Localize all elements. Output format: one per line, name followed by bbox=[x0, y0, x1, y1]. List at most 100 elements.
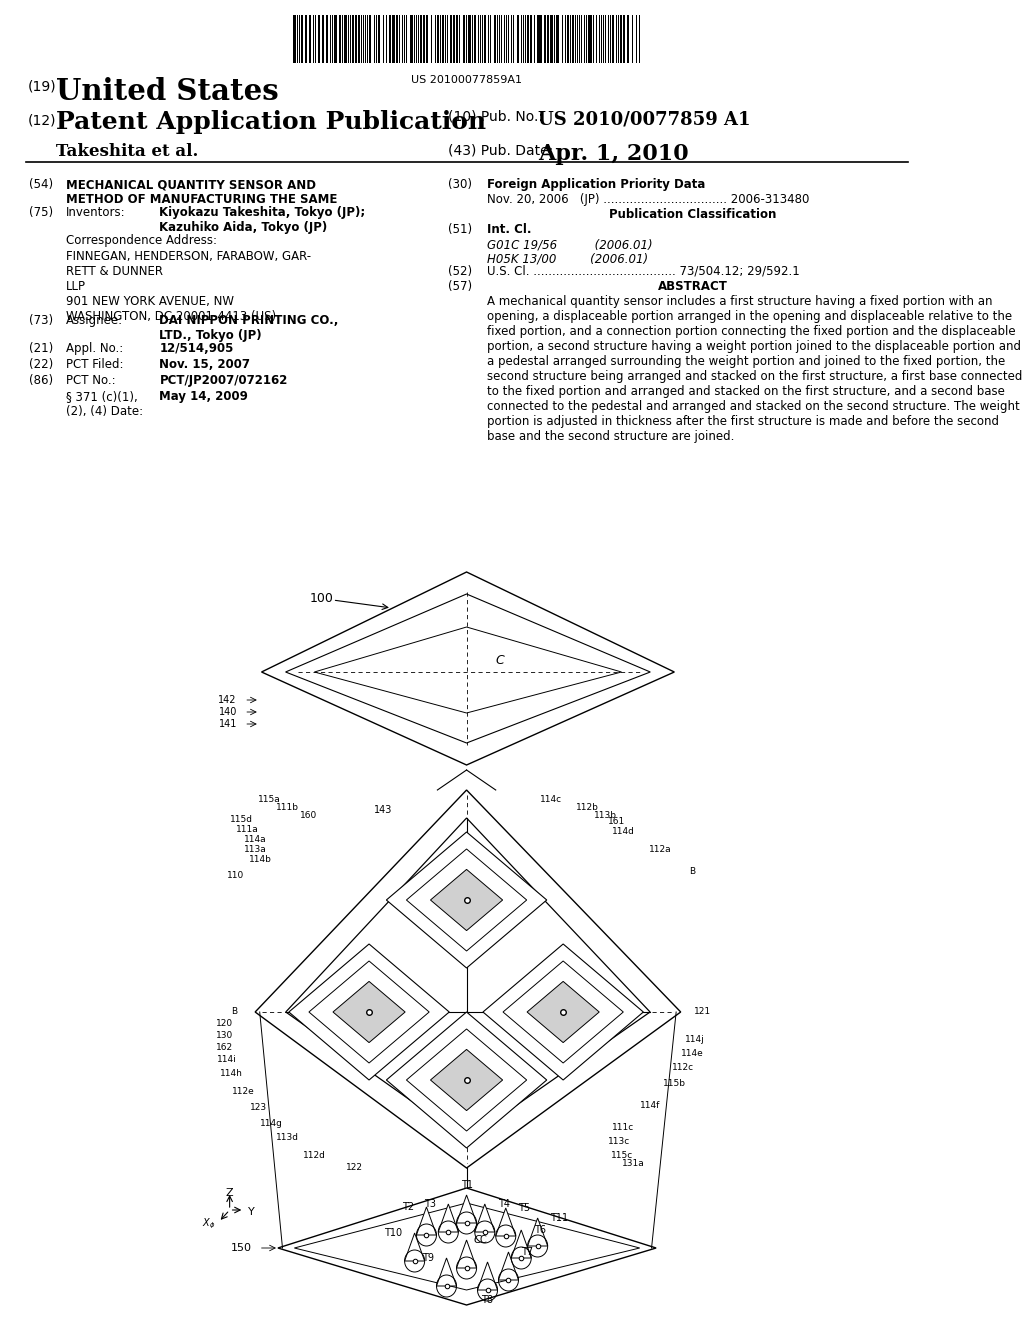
Bar bbox=[579, 15, 581, 63]
Polygon shape bbox=[457, 1195, 476, 1224]
Polygon shape bbox=[483, 944, 643, 1080]
Polygon shape bbox=[430, 1049, 503, 1110]
Text: 112a: 112a bbox=[649, 846, 672, 854]
Text: Publication Classification: Publication Classification bbox=[609, 209, 776, 220]
Bar bbox=[420, 15, 422, 63]
Polygon shape bbox=[527, 981, 599, 1043]
Text: T5: T5 bbox=[518, 1203, 530, 1213]
Text: (73): (73) bbox=[29, 314, 53, 327]
Bar bbox=[339, 15, 341, 63]
Text: 112d: 112d bbox=[303, 1151, 327, 1159]
Text: (21): (21) bbox=[29, 342, 53, 355]
Bar bbox=[378, 15, 380, 63]
Text: (57): (57) bbox=[449, 280, 472, 293]
Text: DAI NIPPON PRINTING CO.,
LTD., Tokyo (JP): DAI NIPPON PRINTING CO., LTD., Tokyo (JP… bbox=[160, 314, 339, 342]
Polygon shape bbox=[499, 1251, 518, 1280]
Text: Foreign Application Priority Data: Foreign Application Priority Data bbox=[486, 178, 705, 191]
Polygon shape bbox=[294, 1203, 640, 1290]
Text: 161: 161 bbox=[608, 817, 625, 826]
Bar bbox=[537, 15, 539, 63]
Text: Appl. No.:: Appl. No.: bbox=[66, 342, 123, 355]
Text: 122: 122 bbox=[346, 1163, 362, 1172]
Text: T11: T11 bbox=[550, 1213, 568, 1224]
Bar bbox=[322, 15, 325, 63]
Text: ABSTRACT: ABSTRACT bbox=[657, 280, 727, 293]
Text: US 2010/0077859 A1: US 2010/0077859 A1 bbox=[538, 110, 751, 128]
Text: 113a: 113a bbox=[245, 846, 267, 854]
Text: 115a: 115a bbox=[258, 796, 281, 804]
Polygon shape bbox=[503, 961, 624, 1063]
Bar bbox=[588, 15, 590, 63]
Text: T3: T3 bbox=[424, 1199, 435, 1209]
Polygon shape bbox=[407, 1030, 526, 1131]
Bar bbox=[437, 15, 439, 63]
Text: T6: T6 bbox=[534, 1225, 546, 1236]
Text: (75): (75) bbox=[29, 206, 53, 219]
Polygon shape bbox=[496, 1208, 516, 1236]
Text: 114i: 114i bbox=[217, 1056, 237, 1064]
Bar bbox=[517, 15, 518, 63]
Bar bbox=[466, 15, 468, 63]
Text: US 20100077859A1: US 20100077859A1 bbox=[411, 75, 522, 84]
Text: (86): (86) bbox=[29, 374, 53, 387]
Bar bbox=[410, 15, 413, 63]
Bar bbox=[423, 15, 425, 63]
Text: 160: 160 bbox=[300, 812, 317, 821]
Text: 113d: 113d bbox=[275, 1134, 299, 1143]
Text: T2: T2 bbox=[401, 1203, 414, 1212]
Text: 114d: 114d bbox=[612, 828, 635, 837]
Text: 114g: 114g bbox=[260, 1119, 283, 1129]
Text: 114a: 114a bbox=[245, 836, 267, 845]
Text: C: C bbox=[474, 1236, 481, 1245]
Text: 142: 142 bbox=[218, 696, 237, 705]
Polygon shape bbox=[430, 870, 503, 931]
Polygon shape bbox=[438, 1204, 459, 1232]
Text: 130: 130 bbox=[216, 1031, 233, 1040]
Text: U.S. Cl. ...................................... 73/504.12; 29/592.1: U.S. Cl. ...............................… bbox=[486, 265, 800, 279]
Text: T4: T4 bbox=[498, 1199, 510, 1209]
Text: T7: T7 bbox=[521, 1247, 534, 1257]
Polygon shape bbox=[386, 1012, 547, 1148]
Text: Takeshita et al.: Takeshita et al. bbox=[56, 143, 199, 160]
Text: 112e: 112e bbox=[232, 1088, 255, 1097]
Text: 131a: 131a bbox=[622, 1159, 644, 1167]
Text: PCT Filed:: PCT Filed: bbox=[66, 358, 123, 371]
Text: 120: 120 bbox=[216, 1019, 233, 1028]
Bar bbox=[442, 15, 443, 63]
Text: Assignee:: Assignee: bbox=[66, 314, 123, 327]
Text: 114b: 114b bbox=[249, 855, 271, 865]
Bar bbox=[369, 15, 371, 63]
Text: (52): (52) bbox=[449, 265, 472, 279]
Bar bbox=[494, 15, 496, 63]
Text: (12): (12) bbox=[28, 114, 56, 127]
Text: 111c: 111c bbox=[612, 1123, 635, 1133]
Polygon shape bbox=[477, 1262, 498, 1290]
Text: (30): (30) bbox=[449, 178, 472, 191]
Bar bbox=[609, 15, 611, 63]
Bar bbox=[474, 15, 476, 63]
Text: Y: Y bbox=[248, 1206, 255, 1217]
Text: PCT/JP2007/072162: PCT/JP2007/072162 bbox=[160, 374, 288, 387]
Bar bbox=[624, 15, 625, 63]
Text: 113b: 113b bbox=[594, 812, 617, 821]
Bar bbox=[335, 15, 337, 63]
Text: B: B bbox=[230, 1007, 237, 1016]
Text: United States: United States bbox=[56, 77, 280, 106]
Text: PCT No.:: PCT No.: bbox=[66, 374, 116, 387]
Bar bbox=[556, 15, 559, 63]
Bar bbox=[389, 15, 391, 63]
Polygon shape bbox=[255, 789, 681, 1168]
Text: 115b: 115b bbox=[663, 1078, 685, 1088]
Text: 162: 162 bbox=[216, 1044, 233, 1052]
Text: 112c: 112c bbox=[672, 1064, 693, 1072]
Bar bbox=[446, 15, 449, 63]
Bar bbox=[591, 15, 592, 63]
Polygon shape bbox=[261, 572, 675, 766]
Text: 112b: 112b bbox=[575, 804, 599, 813]
Polygon shape bbox=[527, 1218, 548, 1246]
Text: Patent Application Publication: Patent Application Publication bbox=[56, 110, 486, 135]
Bar bbox=[294, 15, 296, 63]
Bar bbox=[396, 15, 398, 63]
Polygon shape bbox=[417, 1206, 436, 1236]
Text: FINNEGAN, HENDERSON, FARABOW, GAR-
RETT & DUNNER
LLP
901 NEW YORK AVENUE, NW
WAS: FINNEGAN, HENDERSON, FARABOW, GAR- RETT … bbox=[66, 249, 310, 323]
